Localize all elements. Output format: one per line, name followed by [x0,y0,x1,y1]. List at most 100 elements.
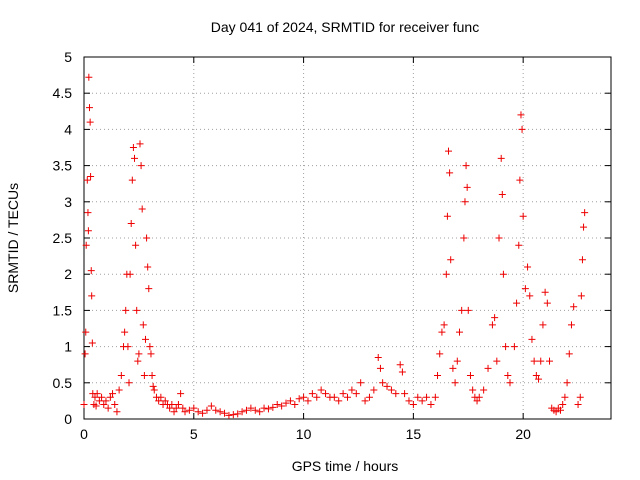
data-point [537,357,545,365]
data-point [515,241,523,249]
data-point [577,292,585,300]
data-point [473,397,481,405]
data-point [143,234,151,242]
data-point [85,73,93,81]
y-tick-label: 4.5 [53,85,73,101]
data-point [322,390,330,398]
data-point [203,406,211,414]
data-point [370,386,378,394]
data-point [469,386,477,394]
data-point [405,397,413,405]
plot-area-frame [83,56,612,420]
data-point [559,401,567,409]
data-point [423,393,431,401]
data-point [516,176,524,184]
data-point [139,321,147,329]
data-point [150,386,158,394]
data-point [300,393,308,401]
grid-lines [84,57,611,419]
data-point [256,408,264,416]
data-point [98,393,106,401]
data-point [136,140,144,148]
data-point [495,234,503,242]
y-tick-labels: 0 0.5 1 1.5 2 2.5 3 3.5 4 4.5 5 [53,49,73,427]
data-point [414,393,422,401]
data-point [530,357,538,365]
data-point [567,321,575,329]
data-point [418,397,426,405]
data-point [497,154,505,162]
data-point [132,241,140,249]
data-point [304,397,312,405]
data-point [447,256,455,264]
data-point [458,306,466,314]
data-point [207,402,215,410]
data-point [273,401,281,409]
data-point [115,386,123,394]
data-point [578,256,586,264]
data-point [95,397,103,405]
data-point [282,399,290,407]
data-point [145,285,153,293]
data-point [352,390,360,398]
y-tick-label: 0 [64,411,72,427]
data-point [88,339,96,347]
data-point [84,209,92,217]
data-point [87,172,95,180]
data-point [102,397,110,405]
x-tick-label: 15 [406,426,422,442]
data-point [260,404,268,412]
data-point [87,267,95,275]
data-point [238,408,246,416]
data-point [229,411,237,419]
data-point [491,314,499,322]
data-point [570,303,578,311]
data-point [308,390,316,398]
data-point [140,372,148,380]
data-point [185,406,193,414]
data-point [234,410,242,418]
data-point [174,401,182,409]
data-point [166,404,174,412]
data-point [506,379,514,387]
x-tick-label: 10 [296,426,312,442]
data-point [172,404,180,412]
data-point [242,406,250,414]
data-point [498,191,506,199]
data-point [344,393,351,401]
data-point [464,306,472,314]
data-point [357,379,365,387]
data-point [125,379,133,387]
x-tick-labels: 0 5 10 15 20 [80,426,531,442]
y-tick-label: 3.5 [53,158,73,174]
data-point [133,306,141,314]
data-point [199,409,207,417]
data-point [86,118,94,126]
data-point [104,404,112,412]
data-point [161,397,169,405]
data-point [365,393,373,401]
data-point [451,379,459,387]
axis-ticks [83,56,611,420]
data-point [147,350,155,358]
data-point [80,401,88,409]
data-point [513,299,521,307]
data-point [475,393,483,401]
data-point [409,401,417,409]
data-point [396,361,404,369]
data-point [82,328,90,336]
data-point [126,270,134,278]
data-point [88,292,96,300]
data-point [517,111,525,119]
data-point [106,393,114,401]
data-point [225,411,233,419]
data-point [121,328,129,336]
y-tick-label: 1 [64,339,72,355]
data-point [504,372,512,380]
data-point [446,169,454,177]
data-point [535,375,543,383]
data-point [124,343,132,351]
data-point [480,386,488,394]
data-point [278,402,286,410]
data-point [113,408,121,416]
